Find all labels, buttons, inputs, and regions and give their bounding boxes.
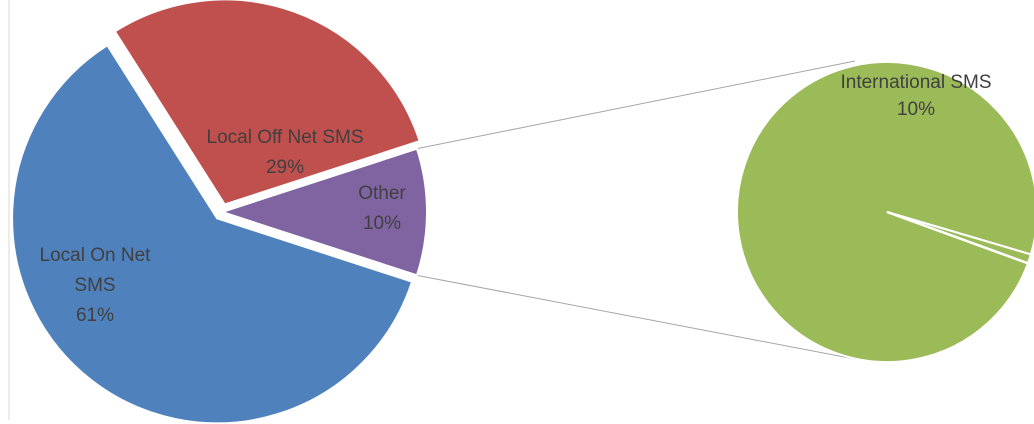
connector-lines [416, 60, 861, 361]
data-labels: Other 10% Local On Net SMS 61% Local Off Net … [40, 72, 992, 326]
pie-slice-other [218, 147, 428, 277]
data-label-other-name: Other [358, 183, 406, 204]
data-label-local-on-net-sms-percent: 61% [76, 305, 114, 326]
primary-pie [11, 0, 428, 424]
pie-slice-local-off-net-sms [113, 0, 421, 206]
secondary-pie [736, 61, 1034, 363]
pie-slice-local-on-net-sms [11, 43, 414, 424]
secondary-slice-separator [886, 210, 1033, 266]
data-label-local-on-net-sms-name: SMS [74, 275, 115, 296]
data-label-other-percent: 10% [363, 213, 401, 234]
connector-line-bottom [416, 274, 861, 361]
data-label-international-sms-name: International SMS [840, 72, 991, 93]
data-label-local-off-net-sms-name: Local Off Net SMS [207, 127, 364, 148]
data-label-international-sms-percent: 10% [897, 99, 935, 120]
connector-line-top [416, 60, 856, 150]
data-label-local-off-net-sms-percent: 29% [266, 157, 304, 178]
data-label-local-on-net-sms-name: Local On Net [40, 245, 152, 266]
secondary-slice-international-sms [736, 61, 1034, 363]
